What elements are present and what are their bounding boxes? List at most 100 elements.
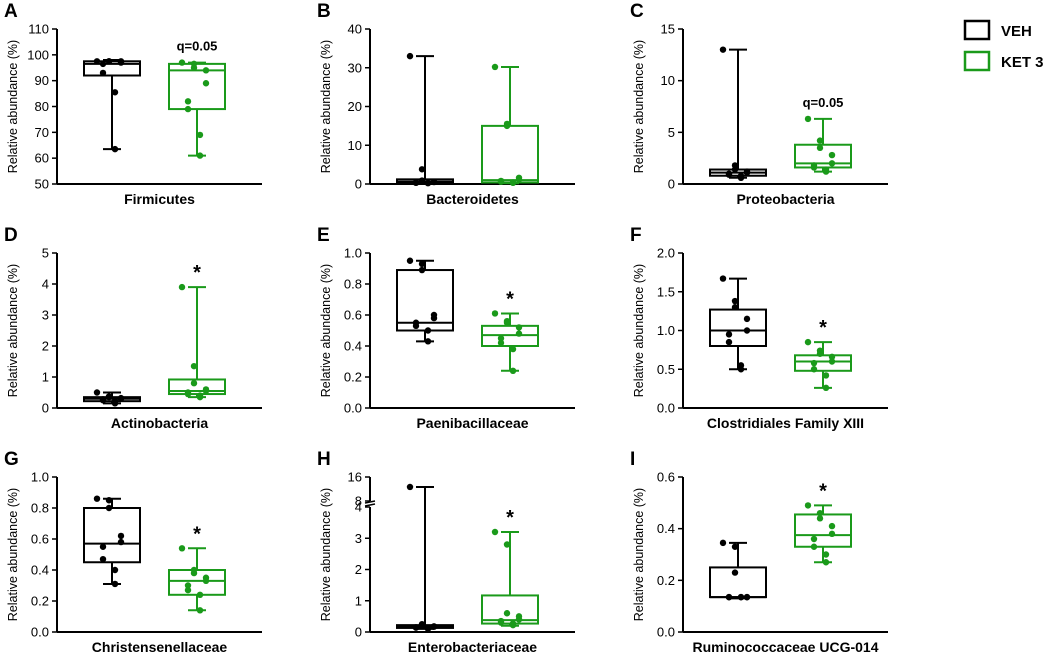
box-veh — [83, 58, 141, 153]
data-point — [178, 283, 186, 291]
data-point — [99, 60, 107, 68]
data-point — [731, 166, 739, 173]
axis-break-mark — [364, 500, 376, 504]
y-tick-label: 80 — [35, 99, 49, 114]
data-point — [111, 400, 119, 407]
x-axis-label: Ruminococcaceae UCG-014 — [693, 639, 879, 654]
data-point — [737, 366, 745, 373]
y-tick-label: 40 — [348, 22, 362, 37]
significance-label: * — [193, 523, 201, 545]
data-point — [196, 393, 204, 401]
box-ket — [481, 310, 539, 374]
data-point — [424, 625, 432, 633]
significance-label: * — [193, 262, 201, 284]
y-tick-label: 10 — [348, 138, 362, 153]
y-tick-label: 15 — [661, 22, 675, 37]
y-axis-label: Relative abundance (%) — [6, 40, 20, 173]
data-point — [503, 319, 511, 326]
data-point — [93, 389, 101, 396]
data-point — [105, 58, 113, 65]
y-tick-label: 0.2 — [344, 370, 362, 385]
data-point — [196, 607, 204, 614]
data-point — [822, 384, 830, 392]
data-point — [731, 543, 739, 550]
data-point — [816, 350, 824, 357]
y-tick-label: 50 — [35, 177, 49, 192]
box-veh — [709, 46, 767, 181]
data-point — [804, 115, 812, 123]
data-point — [810, 543, 818, 550]
data-point — [491, 528, 499, 536]
data-point — [190, 380, 198, 387]
panel-letter: F — [630, 225, 642, 246]
significance-label: * — [819, 480, 827, 502]
y-axis-label: Relative abundance (%) — [632, 264, 646, 397]
data-point — [424, 338, 432, 345]
x-axis-label: Enterobacteriaceae — [408, 639, 537, 654]
y-tick-label: 0.2 — [657, 573, 675, 588]
y-tick-label: 1 — [355, 593, 362, 608]
data-point — [828, 160, 836, 167]
y-tick-label: 60 — [35, 151, 49, 166]
y-tick-label: 0.4 — [657, 521, 675, 536]
legend: VEH KET 3 — [963, 19, 1044, 72]
data-point — [810, 164, 818, 171]
box-ket — [168, 59, 226, 159]
panel-c: C 0 5 10 15 Relative abundance (%) Proteobacte… — [630, 1, 888, 207]
y-tick-label: 1.0 — [657, 323, 675, 338]
data-point — [725, 171, 733, 178]
data-point — [418, 260, 426, 268]
x-axis-label: Clostridiales Family XIII — [707, 415, 864, 431]
box-iqr — [481, 124, 539, 184]
data-point — [184, 98, 192, 105]
data-point — [184, 390, 192, 398]
data-point — [822, 372, 830, 379]
y-tick-label: 70 — [35, 125, 49, 140]
panel-letter: H — [317, 449, 331, 470]
y-tick-label: 1 — [42, 370, 49, 385]
significance-label: q=0.05 — [177, 39, 218, 54]
data-point — [491, 63, 499, 71]
x-axis-label: Christensenellaceae — [92, 639, 228, 654]
data-point — [497, 178, 505, 185]
data-point — [509, 345, 517, 353]
y-tick-label: 1.5 — [657, 284, 675, 299]
panel-d: D 0 1 2 3 4 5 Relative abundance (%) Actinobacte… — [4, 225, 262, 431]
data-point — [117, 538, 125, 546]
panel-letter: E — [317, 225, 330, 246]
data-point — [424, 327, 432, 334]
data-point — [99, 543, 107, 550]
y-axis-label: Relative abundance (%) — [632, 40, 646, 173]
data-point — [515, 616, 523, 623]
y-tick-label: 10 — [661, 73, 675, 88]
y-axis-label: Relative abundance (%) — [632, 488, 646, 621]
data-point — [190, 569, 198, 577]
data-point — [737, 174, 745, 181]
y-tick-label: 0.4 — [344, 339, 362, 354]
data-point — [418, 622, 426, 629]
data-point — [822, 551, 830, 558]
data-point — [412, 179, 420, 187]
legend-swatch-veh — [963, 19, 991, 41]
data-point — [111, 145, 119, 153]
data-point — [509, 367, 517, 374]
data-point — [184, 105, 192, 113]
data-point — [190, 64, 198, 71]
y-tick-label: 0.6 — [31, 532, 49, 547]
data-point — [737, 593, 745, 601]
data-point — [430, 623, 438, 630]
data-point — [406, 52, 414, 60]
significance-label: * — [819, 317, 827, 339]
panel-f: F 0.0 0.5 1.0 1.5 2.0 Relative abundance (%) Cl… — [630, 225, 888, 431]
y-tick-label: 8 — [355, 494, 362, 509]
data-point — [412, 624, 420, 631]
box-ket — [481, 63, 539, 187]
x-axis-label: Firmicutes — [124, 191, 195, 207]
box-ket — [168, 545, 226, 614]
data-point — [725, 593, 733, 601]
y-tick-label: 5 — [42, 246, 49, 261]
box-iqr — [481, 594, 539, 625]
data-point — [828, 358, 836, 365]
y-tick-label: 110 — [28, 22, 49, 37]
y-axis-label: Relative abundance (%) — [319, 264, 333, 397]
